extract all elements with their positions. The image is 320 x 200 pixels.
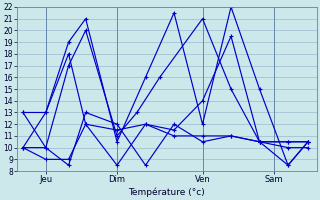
X-axis label: Température (°c): Température (°c) <box>129 187 205 197</box>
